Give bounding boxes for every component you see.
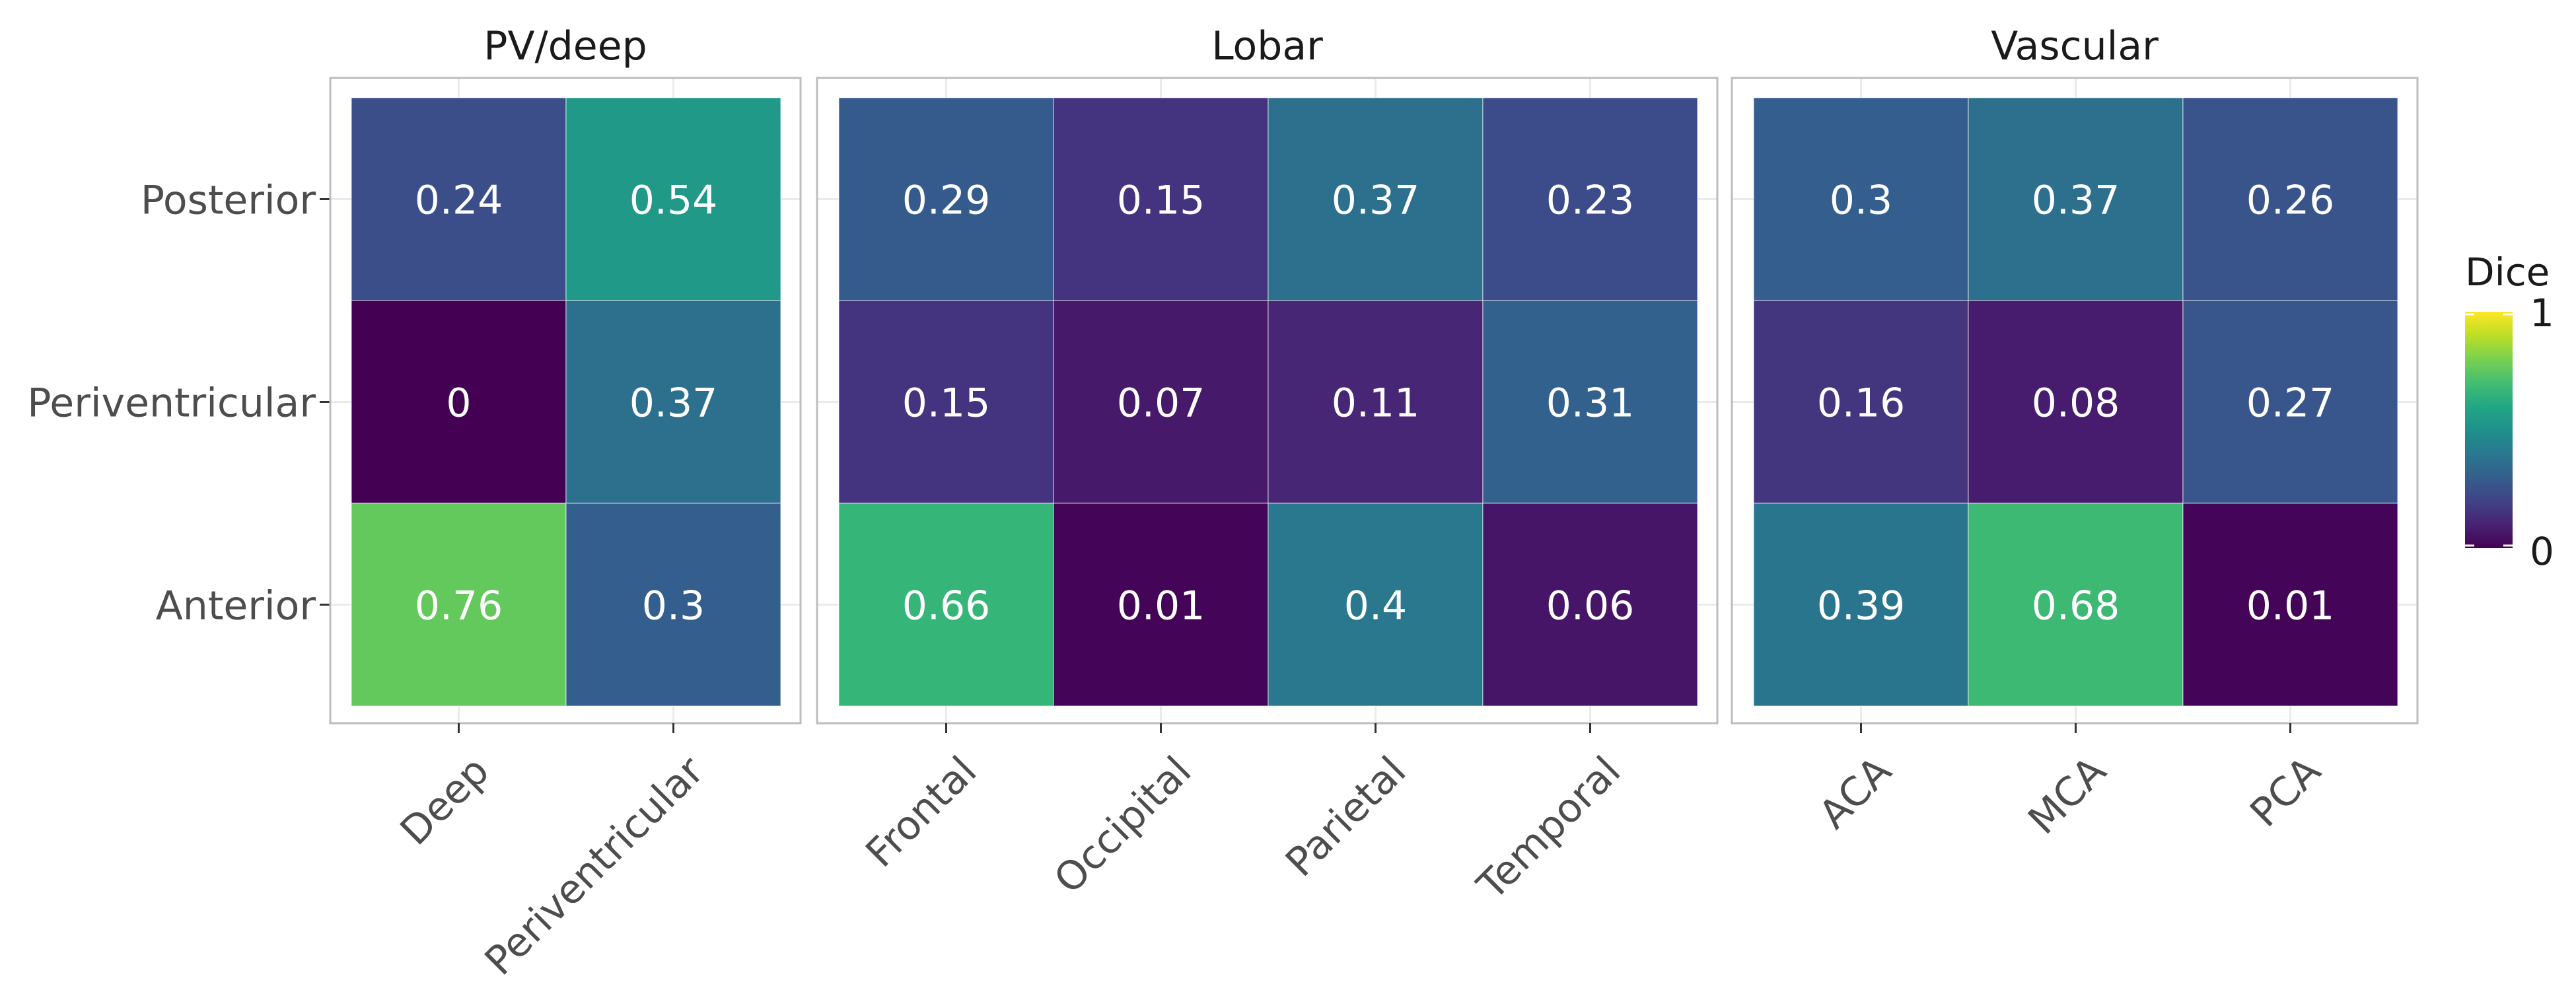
- cell-value-label: 0: [446, 380, 471, 427]
- heatmap-cell: [1482, 97, 1698, 301]
- column-label: Deep: [392, 748, 498, 854]
- cell-value-label: 0.39: [1817, 583, 1906, 629]
- cell-value-label: 0.37: [629, 380, 718, 427]
- facet-title: Vascular: [1991, 23, 2159, 69]
- cell-value-label: 0.15: [902, 380, 991, 427]
- facet-title: Lobar: [1211, 23, 1323, 69]
- heatmap-cell: [838, 300, 1054, 504]
- cell-value-label: 0.37: [2032, 178, 2120, 224]
- heatmap-cell: [2182, 97, 2398, 301]
- heatmap-cell: [1053, 300, 1269, 504]
- heatmap-cell: [1753, 97, 1969, 301]
- column-label: ACA: [1810, 748, 1900, 837]
- heatmap-cell: [838, 503, 1054, 707]
- row-label: Anterior: [156, 583, 316, 629]
- heatmap-cell: [1482, 300, 1698, 504]
- cell-value-label: 0.66: [902, 583, 991, 629]
- cell-value-label: 0.3: [642, 583, 705, 629]
- heatmap-cell: [351, 503, 567, 707]
- heatmap-cell: [565, 300, 781, 504]
- row-label: Periventricular: [27, 380, 316, 427]
- cell-value-label: 0.11: [1332, 380, 1420, 427]
- cell-value-label: 0.01: [2246, 583, 2335, 629]
- cell-value-label: 0.68: [2032, 583, 2120, 629]
- heatmap-cell: [1268, 503, 1484, 707]
- column-label: MCA: [2019, 748, 2115, 843]
- column-label: Occipital: [1046, 748, 1200, 902]
- cell-value-label: 0.31: [1546, 380, 1635, 427]
- row-label: Posterior: [141, 178, 316, 224]
- facet-border: [329, 77, 802, 725]
- cell-value-label: 0.29: [902, 178, 991, 224]
- cell-value-label: 0.24: [415, 178, 503, 224]
- cell-value-label: 0.27: [2246, 380, 2335, 427]
- cell-value-label: 0.26: [2246, 178, 2335, 224]
- cell-value-label: 0.3: [1830, 178, 1892, 224]
- cell-value-label: 0.01: [1117, 583, 1205, 629]
- heatmap-cell: [2182, 300, 2398, 504]
- heatmap-cell: [1753, 503, 1969, 707]
- heatmap-cell: [1053, 97, 1269, 301]
- heatmap-cell: [1968, 503, 2184, 707]
- heatmap-cell: [1482, 503, 1698, 707]
- facet-border: [816, 77, 1719, 725]
- cell-value-label: 0.16: [1817, 380, 1906, 427]
- legend-title: Dice: [2465, 250, 2550, 295]
- heatmap-cell: [565, 97, 781, 301]
- column-label: Periventricular: [476, 748, 713, 985]
- heatmap-cell: [1268, 300, 1484, 504]
- heatmap-cell: [565, 503, 781, 707]
- heatmap-cell: [838, 97, 1054, 301]
- facet-title: PV/deep: [483, 23, 647, 69]
- cell-value-label: 0.37: [1332, 178, 1420, 224]
- cell-value-label: 0.08: [2032, 380, 2120, 427]
- cell-value-label: 0.54: [629, 178, 718, 224]
- heatmap-cell: [1053, 503, 1269, 707]
- column-label: Frontal: [857, 748, 986, 876]
- heatmap-cell: [1753, 300, 1969, 504]
- legend-label-top: 1: [2530, 291, 2554, 336]
- heatmap-cell: [1968, 300, 2184, 504]
- heatmap-cell: [351, 97, 567, 301]
- cell-value-label: 0.06: [1546, 583, 1635, 629]
- cell-value-label: 0.4: [1344, 583, 1407, 629]
- legend-colorbar: [2465, 312, 2513, 548]
- cell-value-label: 0.07: [1117, 380, 1205, 427]
- heatmap-cell: [351, 300, 567, 504]
- cell-value-label: 0.76: [415, 583, 503, 629]
- heatmap-cell: [1968, 97, 2184, 301]
- heatmap-cell: [2182, 503, 2398, 707]
- column-label: Temporal: [1468, 748, 1629, 909]
- cell-value-label: 0.23: [1546, 178, 1635, 224]
- column-label: Parietal: [1277, 748, 1415, 886]
- legend-label-bottom: 0: [2530, 529, 2554, 574]
- column-label: PCA: [2241, 748, 2330, 836]
- cell-value-label: 0.15: [1117, 178, 1205, 224]
- heatmap-cell: [1268, 97, 1484, 301]
